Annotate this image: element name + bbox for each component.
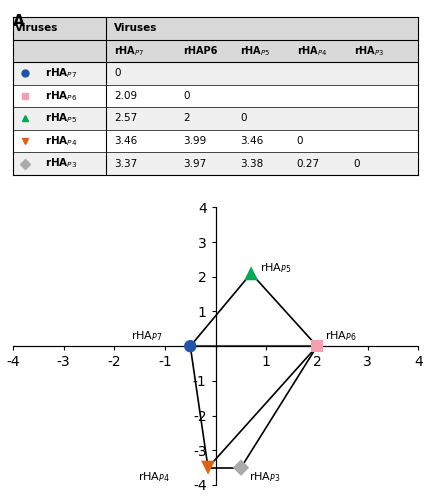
Text: rHA$_{P3}$: rHA$_{P3}$ (353, 44, 383, 58)
Text: rHA$_{P5}$: rHA$_{P5}$ (260, 261, 291, 275)
Text: Viruses: Viruses (15, 24, 58, 34)
Text: 2.57: 2.57 (114, 114, 137, 124)
Text: Viruses: Viruses (114, 24, 157, 34)
Text: 2.09: 2.09 (114, 91, 137, 101)
Text: 3.99: 3.99 (183, 136, 206, 146)
Text: 3.46: 3.46 (239, 136, 262, 146)
Text: rHA$_{P7}$: rHA$_{P7}$ (114, 44, 144, 58)
Point (247, 270, 254, 278)
Point (204, 464, 211, 471)
Point (313, 342, 320, 350)
Text: 0.27: 0.27 (296, 158, 319, 168)
Point (237, 464, 244, 471)
Text: rHA$_{P6}$: rHA$_{P6}$ (324, 330, 356, 344)
Text: 3.37: 3.37 (114, 158, 137, 168)
Text: 0: 0 (183, 91, 189, 101)
Text: rHA$_{P3}$: rHA$_{P3}$ (248, 470, 279, 484)
Text: rHA$_{P6}$: rHA$_{P6}$ (45, 89, 78, 103)
Text: 0: 0 (353, 158, 359, 168)
Text: rHA$_{P4}$: rHA$_{P4}$ (138, 470, 170, 484)
Point (187, 342, 193, 350)
Text: 3.97: 3.97 (183, 158, 206, 168)
Text: 3.38: 3.38 (239, 158, 262, 168)
Text: rHA$_{P7}$: rHA$_{P7}$ (45, 66, 78, 80)
Text: rHA$_{P5}$: rHA$_{P5}$ (239, 44, 270, 58)
Text: 0: 0 (114, 68, 121, 78)
Text: 2: 2 (183, 114, 190, 124)
Text: 3.46: 3.46 (114, 136, 137, 146)
FancyBboxPatch shape (13, 40, 417, 62)
Text: rHA$_{P4}$: rHA$_{P4}$ (296, 44, 327, 58)
FancyBboxPatch shape (13, 62, 417, 84)
FancyBboxPatch shape (13, 17, 417, 40)
Text: rHA$_{P3}$: rHA$_{P3}$ (45, 156, 78, 170)
Text: rHA$_{P7}$: rHA$_{P7}$ (130, 330, 162, 344)
Text: rHA$_{P5}$: rHA$_{P5}$ (45, 112, 78, 126)
Text: 0: 0 (296, 136, 302, 146)
Text: rHAP6: rHAP6 (183, 46, 217, 56)
Text: rHA$_{P4}$: rHA$_{P4}$ (45, 134, 78, 148)
FancyBboxPatch shape (13, 84, 417, 107)
FancyBboxPatch shape (13, 107, 417, 130)
Text: 0: 0 (239, 114, 246, 124)
Text: A: A (13, 14, 25, 28)
FancyBboxPatch shape (13, 152, 417, 175)
FancyBboxPatch shape (13, 130, 417, 152)
